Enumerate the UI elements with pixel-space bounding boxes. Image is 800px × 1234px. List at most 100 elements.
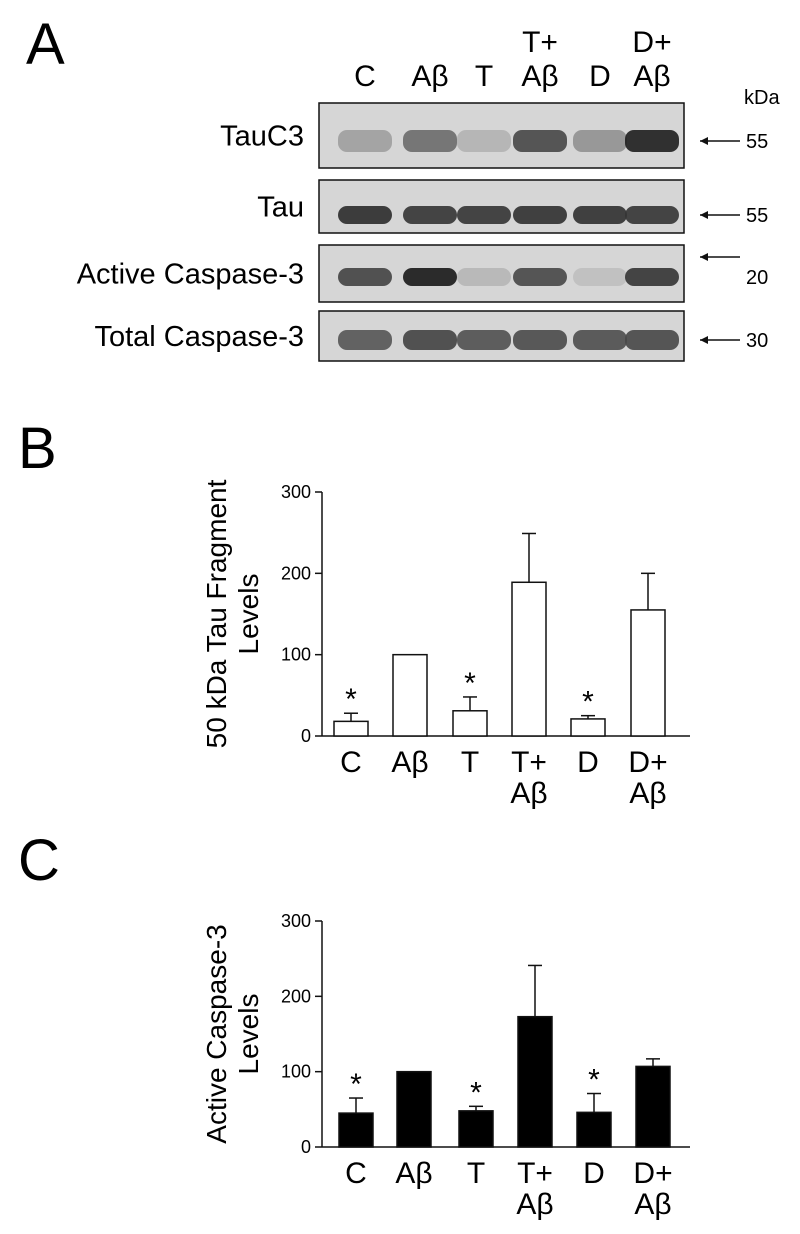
blot-band [513,330,567,350]
blot-band [513,130,567,152]
y-axis-label: Active Caspase-3Levels [201,924,264,1143]
lane-label: T [475,60,493,93]
blot-band [403,330,457,350]
chart-c: Active Caspase-3Levels 0 100 200 300 * C Aβ * T T+… [201,911,690,1221]
bar [452,710,488,737]
category-label: D [583,1157,605,1190]
blot-band [625,330,679,350]
blot-band [338,330,392,350]
blot-row: TauC3 55 [220,102,768,169]
significance-marker: * [588,1064,600,1097]
kda-arrowhead [700,253,708,261]
significance-marker: * [582,686,594,719]
blot-band [338,206,392,224]
lane-labels: C Aβ TT+Aβ DD+Aβ [354,26,671,93]
category-label: T+ [517,1157,553,1190]
kda-arrowhead [700,336,708,344]
blot-band [573,206,627,224]
lane-label: Aβ [521,60,558,93]
y-tick-label: 0 [301,1137,311,1157]
kda-value: 55 [746,131,768,153]
panel-letter-b: B [18,416,57,481]
bar [396,1070,432,1148]
blot-band [403,268,457,286]
blot-row: Total Caspase-3 30 [94,310,768,362]
chart-b: 50 kDa Tau FragmentLevels 0 100 200 300 * C Aβ *… [201,479,690,810]
kda-header: kDa [744,87,780,109]
category-label: C [345,1157,367,1190]
lane-label-top: D+ [632,26,671,59]
lane-label: C [354,60,376,93]
blot-band [625,206,679,224]
blot-band [573,330,627,350]
bar [511,581,547,737]
category-label: Aβ [516,1188,553,1221]
y-tick-label: 100 [281,645,311,665]
bar [576,1111,612,1148]
lane-label: Aβ [411,60,448,93]
category-label: D+ [628,746,667,779]
blot-band [338,268,392,286]
lane-label-top: T+ [522,26,558,59]
blot-band [338,130,392,152]
lane-label: Aβ [633,60,670,93]
blot-row: Active Caspase-3 20 [77,244,768,303]
panel-letter-a: A [26,12,65,77]
y-tick-label: 300 [281,482,311,502]
bar [333,720,369,737]
kda-value: 55 [746,205,768,227]
blot-band [573,130,627,152]
y-tick-label: 200 [281,986,311,1006]
category-label: Aβ [510,777,547,810]
significance-marker: * [470,1076,482,1109]
category-label: T [467,1157,485,1190]
y-tick-label: 0 [301,726,311,746]
category-label: Aβ [629,777,666,810]
blot-band [457,206,511,224]
blot-row-label: Active Caspase-3 [77,259,304,291]
blot-band [513,206,567,224]
bar [635,1065,671,1148]
blot-band [625,130,679,152]
blot-band [403,130,457,152]
bar [458,1110,494,1148]
significance-marker: * [464,667,476,700]
panel-c: C Active Caspase-3Levels 0 100 200 300 * C Aβ * T… [18,828,690,1221]
category-label: T+ [511,746,547,779]
y-tick-label: 300 [281,911,311,931]
y-tick-label: 200 [281,563,311,583]
bar [570,718,606,737]
category-label: T [461,746,479,779]
category-label: Aβ [395,1157,432,1190]
blot-row-label: Total Caspase-3 [94,321,304,353]
category-label: D+ [633,1157,672,1190]
blot-band [403,206,457,224]
category-label: C [340,746,362,779]
category-label: Aβ [634,1188,671,1221]
blot-band [457,330,511,350]
bar [338,1112,374,1148]
blot-band [457,268,511,286]
kda-value: 30 [746,330,768,352]
significance-marker: * [350,1068,362,1101]
kda-value: 20 [746,267,768,289]
bar [392,653,428,737]
blot-band [625,268,679,286]
blot-row-label: Tau [257,192,304,224]
blot-band [457,130,511,152]
lane-label: D [589,60,611,93]
panel-letter-c: C [18,828,60,893]
kda-arrowhead [700,137,708,145]
y-tick-label: 100 [281,1062,311,1082]
blot-band [573,268,627,286]
blot-row: Tau 55 [257,179,768,234]
category-label: D [577,746,599,779]
category-label: Aβ [391,746,428,779]
bar [630,609,666,737]
significance-marker: * [345,683,357,716]
bar [517,1015,553,1148]
kda-arrowhead [700,211,708,219]
